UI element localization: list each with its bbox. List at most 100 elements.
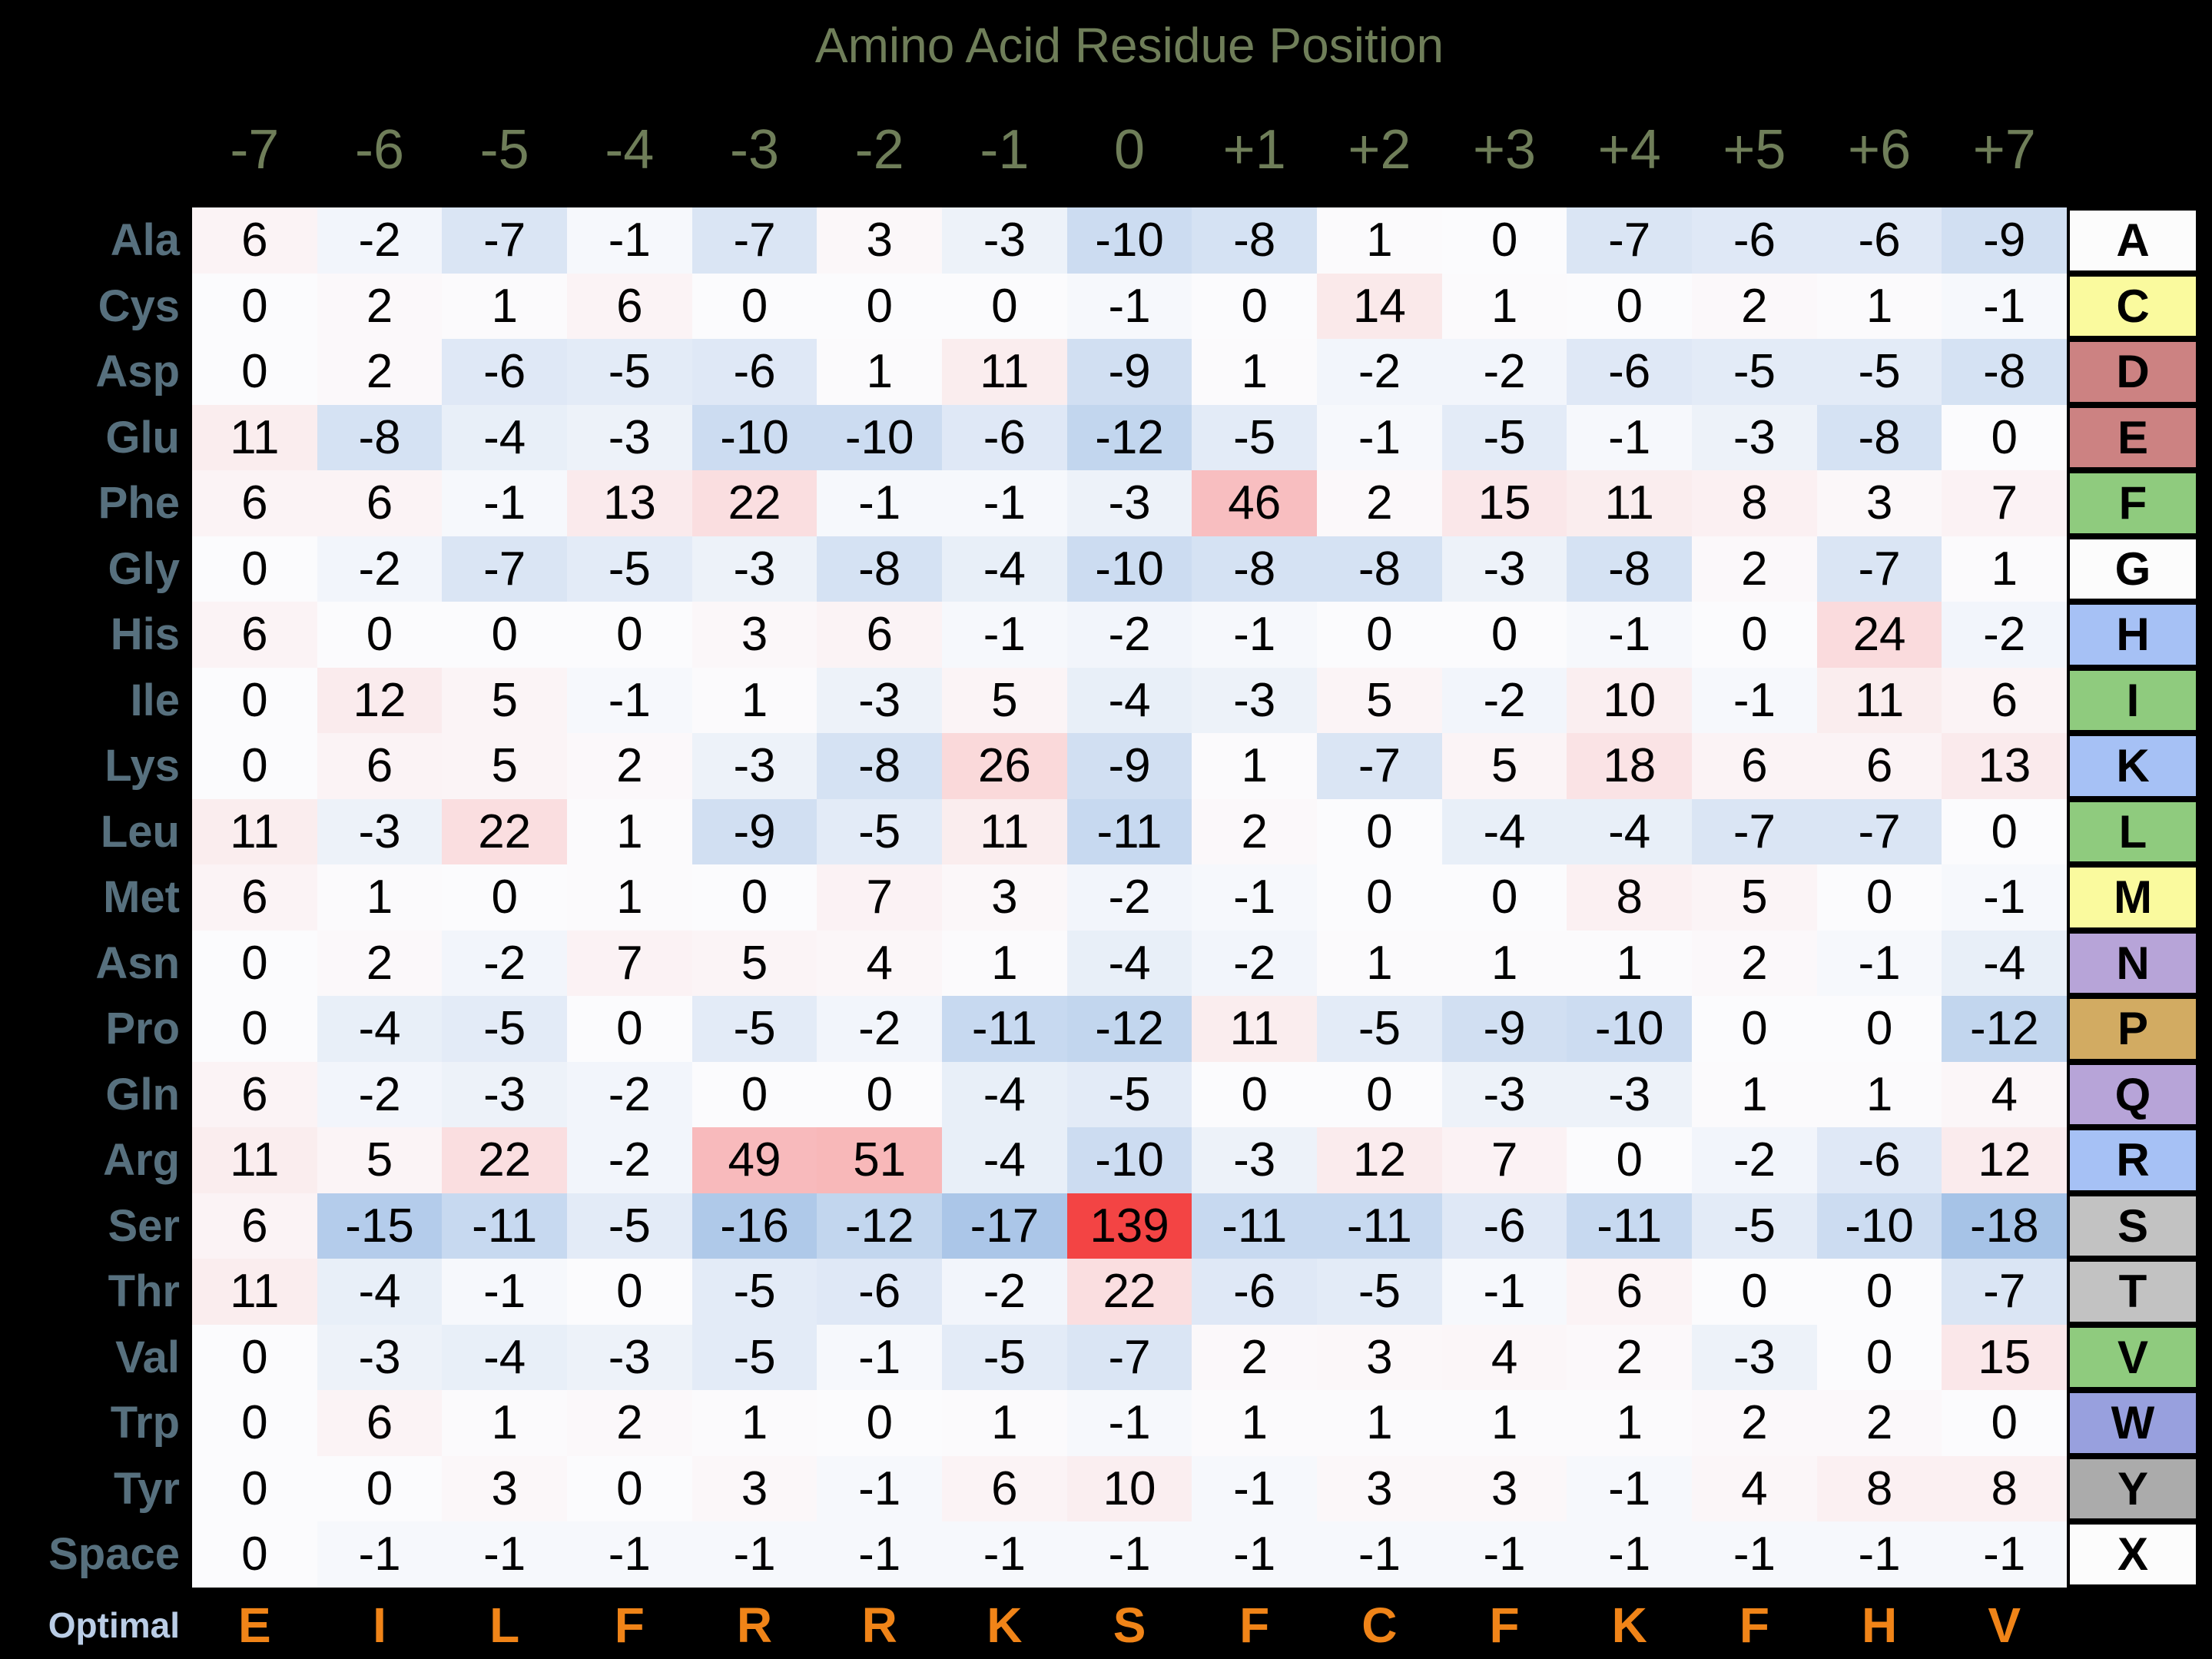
matrix-cell: 0	[442, 864, 568, 931]
matrix-cell: 14	[1317, 273, 1442, 339]
matrix-cell: -12	[817, 1193, 943, 1259]
matrix-cell: 5	[317, 1127, 443, 1193]
matrix-cell: -5	[1692, 1193, 1817, 1259]
matrix-cell: 11	[942, 798, 1067, 864]
matrix-cell: 0	[192, 1521, 317, 1588]
matrix-cell: 0	[1317, 1061, 1442, 1127]
matrix-cell: -2	[1692, 1127, 1817, 1193]
matrix-cell: -3	[317, 1324, 443, 1390]
matrix-cell: 6	[1942, 667, 2068, 733]
row-cells: 11 5 22 -2 49 51 -4 -10 -3 12 7 0 -2 -6 12	[192, 1127, 2068, 1193]
matrix-cell: -9	[1942, 207, 2068, 274]
row-cells: 6 0 0 0 3 6 -1 -2 -1 0 0 -1 0 24 -2	[192, 602, 2068, 668]
matrix-cell: 0	[192, 1324, 317, 1390]
matrix-cell: 3	[817, 207, 943, 274]
matrix-cell: -18	[1942, 1193, 2068, 1259]
matrix-cell: 0	[1942, 404, 2068, 470]
matrix-row: Lys 0 6 5 2 -3 -8 26 -9 1 -7 5 18 6 6 13 K	[0, 733, 2199, 799]
matrix-row: Ile 0 12 5 -1 1 -3 5 -4 -3 5 -2 10 -1 11 6 I	[0, 667, 2199, 733]
matrix-cell: 13	[1942, 733, 2068, 799]
optimal-letter: H	[1861, 1597, 1898, 1653]
row-label: Ala	[110, 215, 180, 266]
matrix-cell: 0	[567, 996, 692, 1062]
matrix-cell: 0	[1567, 273, 1693, 339]
residue-letter: G	[2067, 536, 2199, 602]
matrix-cell: -6	[442, 339, 568, 405]
matrix-cell: -8	[817, 536, 943, 602]
matrix-cell: -7	[691, 207, 817, 274]
matrix-cell: 3	[691, 1455, 817, 1521]
row-label: Thr	[108, 1266, 180, 1317]
matrix-row: Trp 0 6 1 2 1 0 1 -1 1 1 1 1 2 2 0 W	[0, 1390, 2199, 1456]
matrix-cell: 6	[817, 602, 943, 668]
matrix-cell: 11	[192, 1127, 317, 1193]
matrix-cell: -2	[567, 1127, 692, 1193]
matrix-cell: 8	[1816, 1455, 1942, 1521]
matrix-cell: 2	[317, 339, 443, 405]
row-label: Pro	[105, 1004, 180, 1054]
matrix-cell: -5	[691, 996, 817, 1062]
optimal-letter: L	[489, 1597, 520, 1653]
matrix-row: His 6 0 0 0 3 6 -1 -2 -1 0 0 -1 0 24 -2 H	[0, 602, 2199, 668]
column-header: -5	[479, 119, 529, 181]
matrix-cell: -1	[442, 1259, 568, 1325]
matrix-cell: 2	[1692, 536, 1817, 602]
matrix-cell: 51	[817, 1127, 943, 1193]
matrix-cell: -8	[817, 733, 943, 799]
matrix-row: Val 0 -3 -4 -3 -5 -1 -5 -7 2 3 4 2 -3 0 15 V	[0, 1324, 2199, 1390]
matrix-cell: -5	[1816, 339, 1942, 405]
matrix-cell: 11	[192, 404, 317, 470]
residue-letter: K	[2067, 733, 2199, 799]
matrix-cell: 1	[1317, 930, 1442, 996]
matrix-cell: -1	[1441, 1259, 1567, 1325]
matrix-cell: -1	[567, 1521, 692, 1588]
matrix-cell: 15	[1942, 1324, 2068, 1390]
matrix-cell: 3	[1317, 1324, 1442, 1390]
matrix-cell: 6	[317, 1390, 443, 1456]
matrix-cell: 1	[1567, 930, 1693, 996]
matrix-cell: -1	[442, 1521, 568, 1588]
optimal-letter: R	[861, 1597, 897, 1653]
row-cells: 11 -4 -1 0 -5 -6 -2 22 -6 -5 -1 6 0 0 -7	[192, 1259, 2068, 1325]
matrix-cell: -9	[1441, 996, 1567, 1062]
matrix-cell: 1	[567, 798, 692, 864]
matrix-cell: -4	[942, 1127, 1067, 1193]
matrix-cell: -4	[1942, 930, 2068, 996]
matrix-cell: -3	[1192, 1127, 1318, 1193]
matrix-cell: -3	[1692, 1324, 1817, 1390]
matrix-cell: -1	[1066, 273, 1192, 339]
matrix-cell: -4	[1066, 667, 1192, 733]
matrix-cell: -8	[1567, 536, 1693, 602]
matrix-cell: -4	[442, 404, 568, 470]
matrix-cell: -1	[1441, 1521, 1567, 1588]
matrix-cell: -5	[1066, 1061, 1192, 1127]
matrix-cell: 3	[442, 1455, 568, 1521]
matrix-cell: 18	[1567, 733, 1693, 799]
matrix-cell: -1	[567, 667, 692, 733]
row-cells: 11 -3 22 1 -9 -5 11 -11 2 0 -4 -4 -7 -7 0	[192, 798, 2068, 864]
matrix-cell: -1	[1317, 1521, 1442, 1588]
residue-letter: F	[2067, 470, 2199, 536]
row-label: Ser	[108, 1200, 180, 1251]
matrix-cell: 1	[942, 1390, 1067, 1456]
residue-letter: Y	[2067, 1455, 2199, 1521]
matrix-cell: -1	[1066, 1521, 1192, 1588]
matrix-cell: 5	[1317, 667, 1442, 733]
residue-letter: X	[2067, 1521, 2199, 1588]
matrix-cell: -3	[691, 536, 817, 602]
matrix-cell: 2	[1816, 1390, 1942, 1456]
matrix-cell: 2	[567, 733, 692, 799]
matrix-cell: -3	[1567, 1061, 1693, 1127]
residue-letter: Q	[2067, 1061, 2199, 1127]
matrix-cell: -5	[1192, 404, 1318, 470]
row-cells: 0 -4 -5 0 -5 -2 -11 -12 11 -5 -9 -10 0 0 -12	[192, 996, 2068, 1062]
matrix-cell: 1	[1816, 273, 1942, 339]
matrix-cell: 0	[1692, 1259, 1817, 1325]
matrix-cell: -8	[1816, 404, 1942, 470]
matrix-cell: 6	[192, 470, 317, 536]
matrix-cell: 0	[192, 667, 317, 733]
matrix-cell: 6	[192, 1061, 317, 1127]
residue-letter: P	[2067, 996, 2199, 1062]
matrix-cell: -11	[942, 996, 1067, 1062]
row-label: Phe	[98, 478, 180, 529]
